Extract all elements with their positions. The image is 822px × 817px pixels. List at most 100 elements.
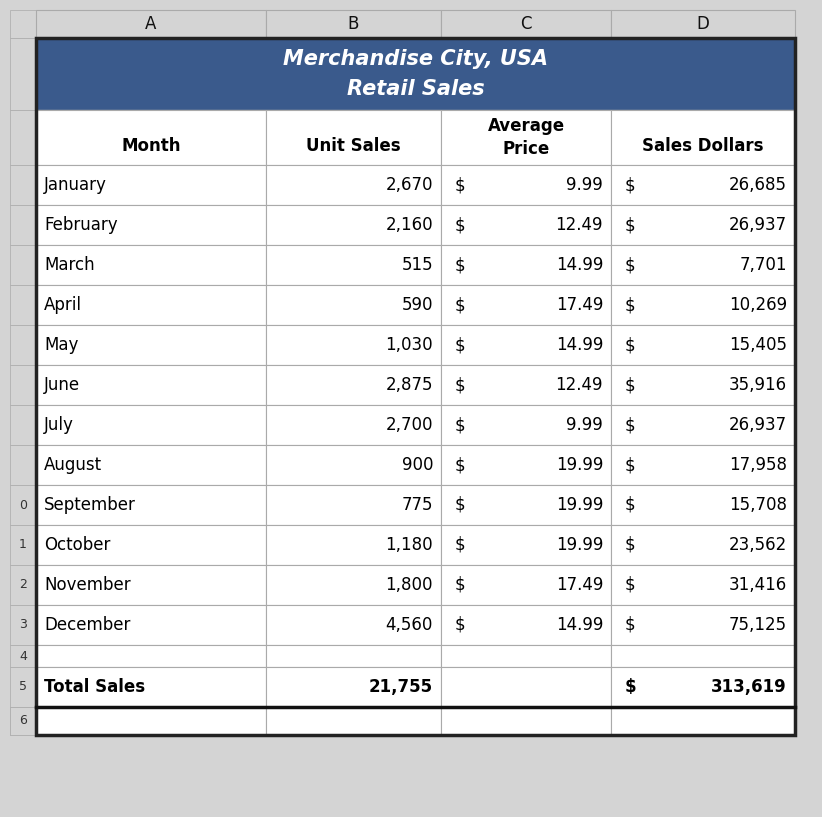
- Text: 6: 6: [19, 715, 27, 727]
- Text: 7,701: 7,701: [740, 256, 787, 274]
- Bar: [36, 285, 266, 325]
- Text: February: February: [44, 216, 118, 234]
- Text: 1,030: 1,030: [386, 336, 433, 354]
- Text: 21,755: 21,755: [369, 678, 433, 696]
- Text: $: $: [625, 376, 635, 394]
- Bar: [441, 110, 611, 165]
- Bar: [611, 405, 795, 445]
- Text: $: $: [455, 616, 465, 634]
- Text: 35,916: 35,916: [729, 376, 787, 394]
- Bar: [266, 405, 441, 445]
- Bar: [10, 245, 36, 285]
- Bar: [10, 38, 36, 110]
- Bar: [36, 38, 795, 735]
- Bar: [10, 10, 36, 38]
- Text: $: $: [455, 456, 465, 474]
- Bar: [611, 485, 795, 525]
- Bar: [36, 365, 266, 405]
- Bar: [611, 365, 795, 405]
- Text: Sales Dollars: Sales Dollars: [642, 137, 764, 155]
- Text: 19.99: 19.99: [556, 496, 603, 514]
- Bar: [266, 365, 441, 405]
- Bar: [611, 707, 795, 735]
- Text: $: $: [625, 576, 635, 594]
- Text: 5: 5: [19, 681, 27, 694]
- Text: 17.49: 17.49: [556, 576, 603, 594]
- Text: $: $: [455, 576, 465, 594]
- Text: $: $: [455, 496, 465, 514]
- Text: $: $: [455, 336, 465, 354]
- Text: $: $: [455, 296, 465, 314]
- Text: 19.99: 19.99: [556, 456, 603, 474]
- Bar: [10, 707, 36, 735]
- Text: $: $: [625, 256, 635, 274]
- Text: $: $: [625, 456, 635, 474]
- Bar: [266, 645, 441, 667]
- Text: $: $: [455, 176, 465, 194]
- Text: March: March: [44, 256, 95, 274]
- Bar: [266, 10, 441, 38]
- Text: 2,160: 2,160: [386, 216, 433, 234]
- Bar: [266, 205, 441, 245]
- Bar: [611, 565, 795, 605]
- Text: 26,937: 26,937: [729, 416, 787, 434]
- Bar: [10, 667, 36, 707]
- Text: August: August: [44, 456, 102, 474]
- Text: $: $: [455, 416, 465, 434]
- Text: 2,670: 2,670: [386, 176, 433, 194]
- Bar: [36, 38, 795, 110]
- Text: 1,180: 1,180: [386, 536, 433, 554]
- Text: $: $: [625, 176, 635, 194]
- Bar: [611, 605, 795, 645]
- Bar: [266, 445, 441, 485]
- Bar: [36, 605, 266, 645]
- Text: 12.49: 12.49: [556, 376, 603, 394]
- Text: $: $: [455, 256, 465, 274]
- Bar: [266, 667, 441, 707]
- Bar: [36, 165, 266, 205]
- Bar: [441, 445, 611, 485]
- Text: 590: 590: [401, 296, 433, 314]
- Bar: [441, 525, 611, 565]
- Text: C: C: [520, 15, 532, 33]
- Text: 3: 3: [19, 618, 27, 632]
- Text: 4: 4: [19, 650, 27, 663]
- Bar: [10, 205, 36, 245]
- Bar: [266, 285, 441, 325]
- Bar: [266, 325, 441, 365]
- Bar: [10, 285, 36, 325]
- Text: 14.99: 14.99: [556, 616, 603, 634]
- Text: November: November: [44, 576, 131, 594]
- Bar: [36, 667, 266, 707]
- Text: 15,708: 15,708: [729, 496, 787, 514]
- Text: 17.49: 17.49: [556, 296, 603, 314]
- Text: 17,958: 17,958: [729, 456, 787, 474]
- Bar: [36, 110, 266, 165]
- Text: $: $: [625, 336, 635, 354]
- Text: $: $: [625, 678, 636, 696]
- Text: 0: 0: [19, 498, 27, 511]
- Text: $: $: [455, 216, 465, 234]
- Text: Month: Month: [122, 137, 181, 155]
- Bar: [441, 605, 611, 645]
- Text: 1,800: 1,800: [386, 576, 433, 594]
- Bar: [611, 10, 795, 38]
- Text: Total Sales: Total Sales: [44, 678, 145, 696]
- Text: April: April: [44, 296, 82, 314]
- Text: $: $: [455, 536, 465, 554]
- Bar: [36, 707, 266, 735]
- Text: 9.99: 9.99: [566, 416, 603, 434]
- Text: 4,560: 4,560: [386, 616, 433, 634]
- Bar: [36, 525, 266, 565]
- Text: January: January: [44, 176, 107, 194]
- Bar: [266, 165, 441, 205]
- Text: 313,619: 313,619: [711, 678, 787, 696]
- Bar: [10, 525, 36, 565]
- Text: September: September: [44, 496, 136, 514]
- Bar: [611, 525, 795, 565]
- Bar: [611, 667, 795, 707]
- Bar: [441, 405, 611, 445]
- Bar: [10, 165, 36, 205]
- Bar: [611, 645, 795, 667]
- Bar: [10, 605, 36, 645]
